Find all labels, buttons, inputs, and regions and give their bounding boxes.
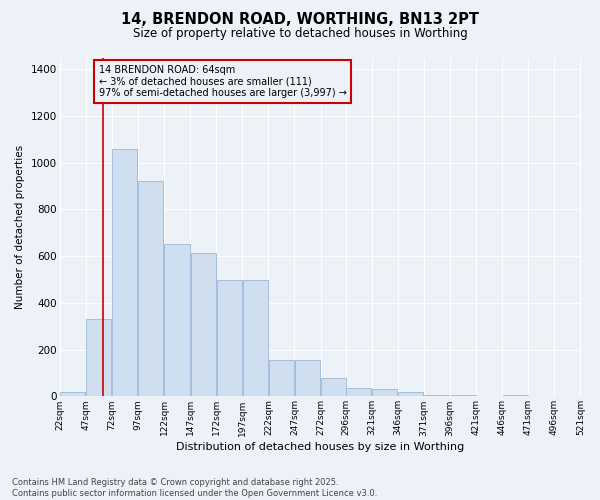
Bar [295, 360, 320, 397]
Bar [503, 395, 528, 396]
Text: Size of property relative to detached houses in Worthing: Size of property relative to detached ho… [133, 28, 467, 40]
Text: Contains HM Land Registry data © Crown copyright and database right 2025.
Contai: Contains HM Land Registry data © Crown c… [12, 478, 377, 498]
Text: 14, BRENDON ROAD, WORTHING, BN13 2PT: 14, BRENDON ROAD, WORTHING, BN13 2PT [121, 12, 479, 28]
Y-axis label: Number of detached properties: Number of detached properties [15, 145, 25, 309]
X-axis label: Distribution of detached houses by size in Worthing: Distribution of detached houses by size … [176, 442, 464, 452]
Bar [60, 392, 85, 396]
Bar [398, 392, 424, 396]
Bar [321, 378, 346, 396]
Bar [112, 148, 137, 396]
Bar [164, 244, 190, 396]
Text: 14 BRENDON ROAD: 64sqm
← 3% of detached houses are smaller (111)
97% of semi-det: 14 BRENDON ROAD: 64sqm ← 3% of detached … [99, 64, 347, 98]
Bar [139, 182, 163, 396]
Bar [372, 390, 397, 396]
Bar [269, 360, 294, 397]
Bar [243, 280, 268, 396]
Bar [346, 388, 371, 396]
Bar [424, 395, 449, 396]
Bar [86, 320, 111, 396]
Bar [451, 395, 476, 396]
Bar [191, 252, 215, 396]
Bar [217, 280, 242, 396]
